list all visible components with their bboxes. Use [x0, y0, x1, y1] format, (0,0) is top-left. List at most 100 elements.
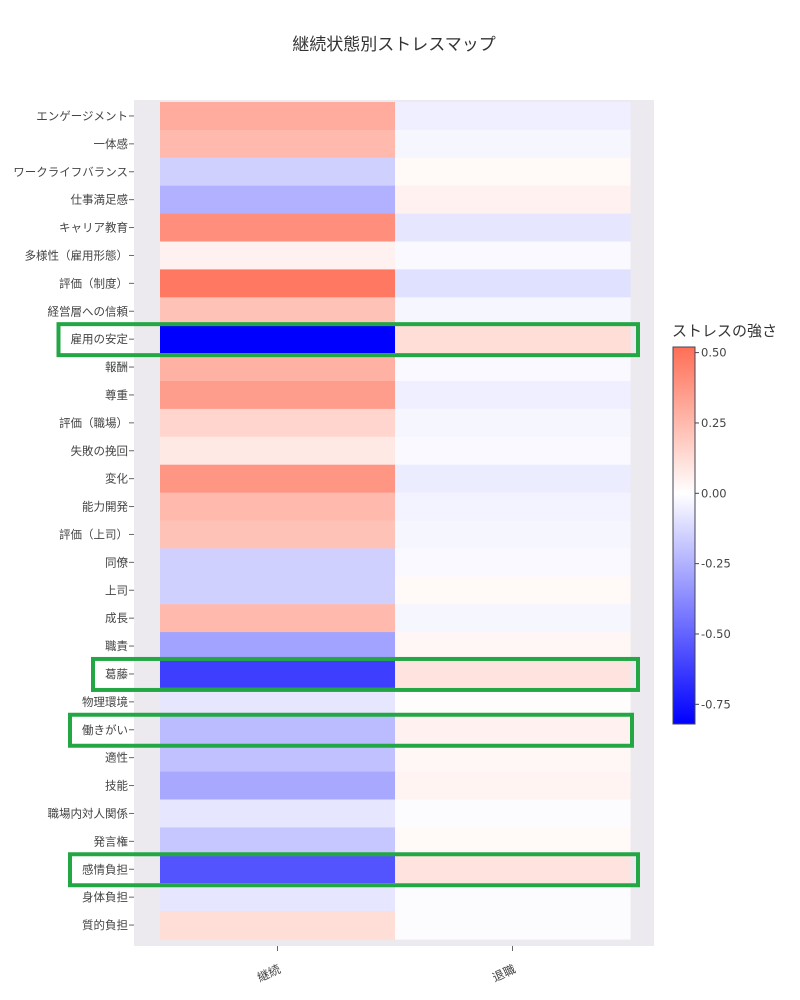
heatmap-cell [160, 464, 396, 494]
heatmap-cell [160, 743, 396, 773]
y-axis: エンゲージメント一体感ワークライフバランス仕事満足感キャリア教育多様性（雇用形態… [13, 109, 134, 932]
chart-title: 継続状態別ストレスマップ [292, 35, 496, 55]
heatmap-cell [395, 687, 631, 717]
heatmap-cell [160, 492, 396, 522]
heatmap-cell [395, 297, 631, 326]
heatmap-cell [395, 129, 631, 159]
y-tick-label: 能力開発 [82, 500, 128, 514]
heatmap-cell [395, 771, 631, 801]
y-tick-label: 尊重 [105, 388, 128, 402]
heatmap-cell [160, 381, 396, 410]
y-tick-label: キャリア教育 [59, 221, 128, 235]
heatmap-cell [395, 408, 631, 438]
heatmap-cell [160, 827, 396, 856]
heatmap-cell [395, 353, 631, 382]
y-tick-label: 評価（職場） [59, 416, 128, 430]
heatmap-cell [160, 660, 396, 689]
y-tick-label: 同僚 [105, 555, 128, 569]
heatmap-cell [395, 911, 631, 940]
highlight-box [56, 322, 640, 358]
y-tick-label: 仕事満足感 [71, 193, 129, 207]
heatmap-cell [395, 576, 631, 605]
heatmap-cell [160, 297, 396, 326]
heatmap-cell [160, 102, 396, 131]
colorbar-tick-label: 0.50 [701, 346, 727, 360]
heatmap-cell [395, 520, 631, 549]
heatmap-cell [160, 715, 396, 745]
heatmap-cell [160, 548, 396, 577]
highlight-box [68, 712, 634, 748]
heatmap-cell [395, 743, 631, 773]
heatmap-cell [395, 548, 631, 577]
heatmap-cell [160, 855, 396, 884]
y-tick-label: 報酬 [105, 360, 128, 374]
y-tick-label: 葛藤 [105, 667, 128, 681]
heatmap-cell [395, 213, 631, 243]
y-tick-label: 質的負担 [82, 918, 128, 932]
heatmap-cell [395, 660, 631, 689]
heatmap-cell [395, 855, 631, 884]
colorbar-gradient [672, 346, 696, 725]
y-tick-label: 身体負担 [82, 890, 128, 904]
y-tick-label: 経営層への信頼 [48, 304, 129, 318]
y-tick-label: 職責 [105, 639, 128, 653]
y-tick-label: 職場内対人関係 [48, 806, 129, 820]
heatmap-cell [160, 771, 396, 801]
heatmap-cell [395, 269, 631, 298]
y-tick-label: エンゲージメント [36, 109, 128, 123]
y-tick-label: 評価（制度） [59, 276, 128, 290]
heatmap-cell [160, 325, 396, 354]
heatmap-cell [160, 632, 396, 661]
heatmap-cell [395, 102, 631, 131]
colorbar-title: ストレスの強さ [672, 322, 777, 340]
y-tick-label: 物理環境 [82, 695, 128, 709]
x-tick-label: 継続 [255, 961, 283, 985]
colorbar-tick-label: -0.25 [701, 557, 731, 571]
y-tick-label: 多様性（雇用形態） [25, 248, 129, 262]
heatmap-cell [395, 157, 631, 187]
y-tick-label: 雇用の安定 [71, 332, 129, 346]
heatmap-cell [160, 353, 396, 382]
heatmap-cell [395, 799, 631, 828]
heatmap-cell [160, 129, 396, 159]
y-tick-label: 技能 [105, 779, 128, 793]
heatmap-cell [160, 687, 396, 717]
heatmap-cell [160, 604, 396, 633]
heatmap-cell [395, 715, 631, 745]
heatmap-cells [160, 102, 631, 940]
heatmap-cell [395, 604, 631, 633]
heatmap-cell [395, 464, 631, 494]
colorbar-tick-label: 0.25 [701, 416, 727, 430]
heatmap-cell [160, 157, 396, 187]
heatmap-cell [395, 883, 631, 912]
y-tick-label: 成長 [105, 611, 128, 625]
colorbar-tick-label: -0.50 [701, 627, 731, 641]
heatmap-cell [160, 911, 396, 940]
heatmap-cell [395, 492, 631, 522]
colorbar: ストレスの強さ 0.50 0.25 0.00 -0.25 -0.50 -0.75 [672, 322, 777, 725]
heatmap-cell [160, 883, 396, 912]
heatmap-cell [160, 799, 396, 828]
heatmap-cell [395, 185, 631, 215]
highlight-boxes [56, 322, 640, 888]
y-tick-label: 適性 [105, 751, 128, 765]
heatmap-cell [160, 408, 396, 438]
heatmap-cell [160, 213, 396, 243]
y-tick-label: 上司 [105, 583, 128, 597]
heatmap-cell [160, 269, 396, 298]
colorbar-tick-label: -0.75 [701, 697, 731, 711]
x-axis: 継続 退職 [255, 946, 518, 985]
highlight-box [68, 852, 640, 888]
y-tick-label: 働きがい [82, 723, 128, 737]
heatmap-cell [160, 576, 396, 605]
highlight-box [91, 656, 640, 692]
heatmap-cell [395, 241, 631, 270]
heatmap-cell [395, 632, 631, 661]
heatmap-cell [160, 436, 396, 466]
heatmap-cell [160, 185, 396, 215]
y-tick-label: ワークライフバランス [13, 165, 128, 179]
heatmap-cell [160, 520, 396, 549]
x-tick-label: 退職 [490, 962, 518, 985]
heatmap-cell [395, 436, 631, 466]
